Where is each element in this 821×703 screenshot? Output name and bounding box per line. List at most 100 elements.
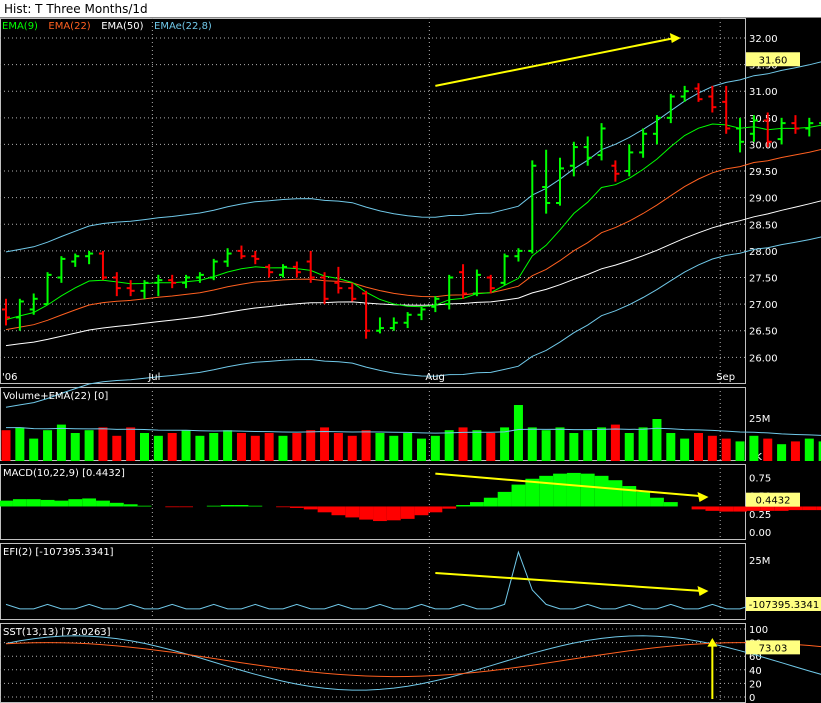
macd-histogram-bar (636, 491, 651, 507)
macd-histogram-bar (303, 506, 318, 510)
ohlc-bar (597, 123, 606, 161)
macd-histogram-bar (566, 472, 581, 507)
macd-histogram-bar (68, 499, 83, 507)
price-trend-arrow (435, 36, 675, 87)
ohlc-bar (777, 117, 786, 145)
macd-histogram-bar (802, 506, 817, 511)
efi-trend-arrow (435, 572, 703, 592)
volume-bar (112, 435, 122, 461)
ohlc-bar (362, 290, 371, 339)
legend-entry: EMA(50) (101, 21, 143, 32)
ohlc-bar (195, 272, 204, 283)
volume-bar (389, 435, 399, 461)
macd-histogram-bar (373, 506, 387, 522)
volume-bar (569, 433, 579, 461)
volume-bar (140, 433, 149, 461)
macd-histogram-bar (345, 506, 360, 518)
volume-bar (818, 441, 821, 461)
ohlc-bar (486, 274, 495, 294)
volume-bar (361, 430, 371, 461)
volume-bar (777, 444, 787, 461)
price-tick-label: 29.50 (749, 167, 778, 178)
volume-bar (472, 430, 482, 461)
ohlc-bar (334, 266, 343, 294)
volume-bar (583, 430, 593, 461)
envelope-lower-line (5, 236, 821, 408)
ohlc-bar (2, 298, 10, 326)
volume-bar (610, 424, 620, 461)
price-last-value-box (746, 52, 800, 67)
volume-bar (541, 430, 551, 461)
volume-bar (264, 433, 274, 461)
volume-bar (56, 424, 66, 461)
macd-histogram-bar (12, 499, 27, 507)
volume-bar (223, 430, 233, 461)
ohlc-bar (348, 282, 357, 302)
ohlc-bar (459, 264, 468, 299)
x-tick-label: '06 (2, 372, 17, 383)
sst-tick-label: 40 (749, 666, 762, 677)
ohlc-bar (140, 280, 149, 299)
volume-bar (181, 430, 191, 461)
macd-histogram-bar (414, 506, 429, 516)
macd-histogram-bar (40, 499, 55, 507)
macd-histogram-bar (234, 505, 249, 507)
macd-histogram-bar (760, 506, 775, 511)
volume-bar (444, 430, 454, 461)
sst-fast-line (5, 635, 821, 691)
sst-tick-label: 60 (749, 652, 762, 663)
ohlc-bar (57, 256, 66, 283)
macd-histogram-bar (594, 475, 609, 507)
macd-histogram-bar (539, 475, 554, 507)
x-tick-label: Jul (147, 372, 160, 383)
x-tick-label: Sep (716, 372, 735, 383)
price-tick-label: 27.00 (749, 300, 778, 311)
price-tick-label: 26.50 (749, 327, 778, 338)
legend-entry: EMAe(22,8) (154, 21, 212, 32)
volume-bar (638, 427, 648, 461)
volume-bar (721, 438, 731, 461)
macd-trend-arrow (435, 472, 703, 498)
chart-area[interactable]: 26.00 26.50 27.00 27.50 28.00 28.50 29.00 29.50… (0, 18, 821, 703)
volume-bar (250, 435, 260, 461)
macd-histogram-bar (359, 506, 374, 520)
ohlc-bar (292, 261, 301, 278)
macd-histogram-bar (733, 506, 747, 512)
macd-histogram-bar (206, 505, 221, 507)
volume-bar (666, 433, 676, 461)
price-arrow-head (669, 32, 681, 43)
volume-bar (333, 433, 343, 461)
ohlc-bar (389, 317, 398, 331)
sst-title: SST(13,13) [73.0263] (3, 627, 111, 638)
macd-histogram-bar (317, 506, 332, 513)
ohlc-bar (98, 250, 107, 281)
ohlc-bar (708, 85, 717, 113)
ohlc-bar (805, 117, 814, 137)
efi-arrow-head (697, 586, 709, 596)
volume-bar (126, 427, 136, 461)
panel-frame-efi (0, 543, 746, 620)
macd-histogram-bar (719, 506, 734, 512)
macd-last-value-box (746, 492, 800, 507)
ohlc-bar (168, 274, 177, 289)
volume-bar (555, 427, 565, 461)
volume-bar (347, 435, 357, 461)
macd-histogram-bar (82, 498, 97, 507)
efi-last-value: -107395.3341 (749, 600, 819, 611)
ohlc-bar (182, 274, 191, 289)
volume-bar (403, 433, 413, 461)
macd-histogram-bar (289, 506, 304, 508)
window-title: Hist: T Three Months/1d (0, 0, 821, 18)
volume-bar (320, 427, 330, 461)
ohlc-bar (666, 93, 675, 124)
volume-bar (707, 435, 717, 461)
macd-histogram-bar (553, 473, 567, 507)
ohlc-bar (639, 128, 648, 158)
efi-title: EFI(2) [-107395.3341] (3, 547, 114, 558)
x-tick-label: Aug (425, 372, 445, 383)
ohlc-bar (694, 83, 703, 102)
macd-histogram-bar (179, 506, 193, 508)
volume-bar (652, 419, 662, 461)
ohlc-bar (542, 149, 551, 214)
ohlc-bar (237, 245, 246, 259)
